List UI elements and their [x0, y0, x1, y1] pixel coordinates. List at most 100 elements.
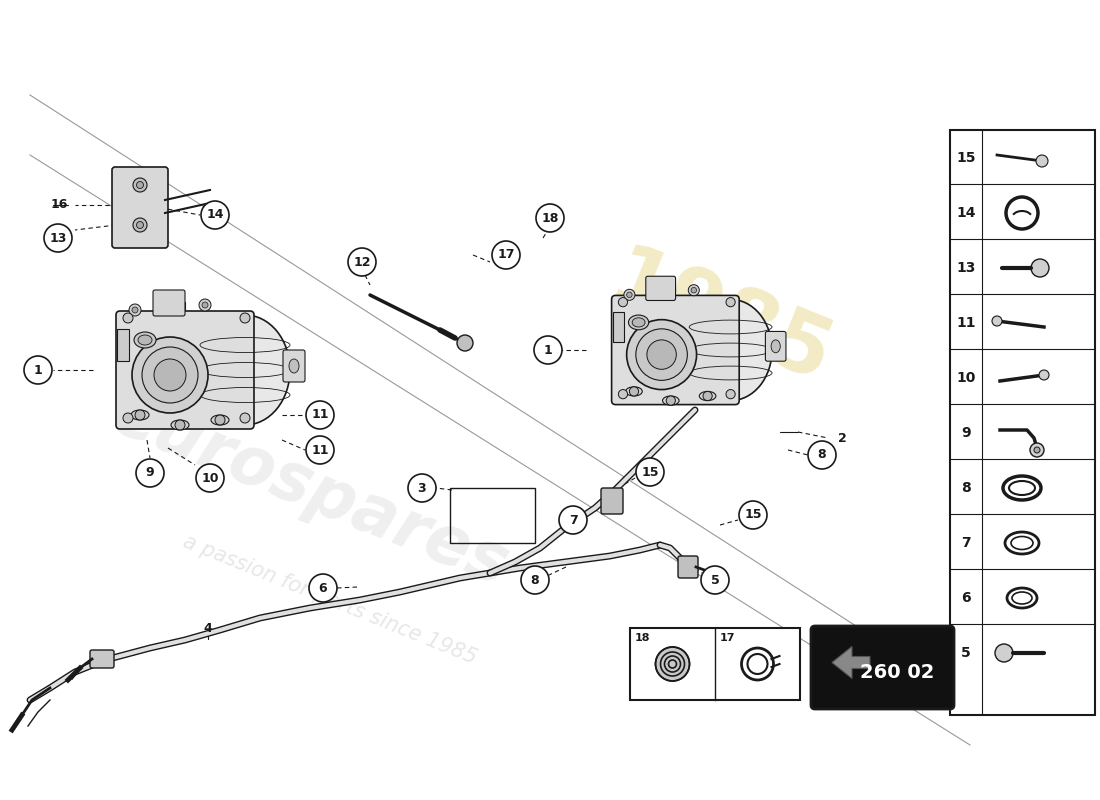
Circle shape — [647, 340, 676, 370]
Text: 6: 6 — [961, 591, 971, 605]
Circle shape — [559, 506, 587, 534]
FancyBboxPatch shape — [117, 329, 129, 361]
Ellipse shape — [628, 315, 649, 330]
Circle shape — [240, 413, 250, 423]
Text: 7: 7 — [961, 536, 971, 550]
FancyBboxPatch shape — [811, 626, 954, 709]
Bar — [630, 628, 800, 700]
Circle shape — [133, 178, 147, 192]
Circle shape — [808, 441, 836, 469]
Circle shape — [627, 292, 632, 298]
Text: 5: 5 — [711, 574, 719, 586]
Circle shape — [521, 566, 549, 594]
Circle shape — [534, 336, 562, 364]
Circle shape — [656, 647, 690, 681]
Text: 5: 5 — [961, 646, 971, 660]
Bar — [450, 488, 535, 543]
Text: a passion for parts since 1985: a passion for parts since 1985 — [180, 532, 480, 668]
FancyBboxPatch shape — [601, 488, 623, 514]
Circle shape — [996, 644, 1013, 662]
FancyBboxPatch shape — [613, 312, 624, 342]
FancyBboxPatch shape — [646, 276, 675, 301]
Circle shape — [618, 390, 628, 398]
FancyBboxPatch shape — [283, 350, 305, 382]
Text: 1: 1 — [543, 343, 552, 357]
Text: 18: 18 — [635, 633, 650, 643]
Text: 1985: 1985 — [597, 239, 843, 401]
Ellipse shape — [289, 359, 299, 373]
Circle shape — [992, 316, 1002, 326]
Circle shape — [667, 396, 675, 406]
Ellipse shape — [632, 318, 645, 327]
Text: 16: 16 — [51, 198, 68, 211]
Circle shape — [1040, 370, 1049, 380]
Ellipse shape — [662, 396, 679, 406]
Circle shape — [306, 436, 334, 464]
Circle shape — [44, 224, 72, 252]
Text: 10: 10 — [956, 371, 976, 385]
Text: 11: 11 — [956, 316, 976, 330]
Text: 9: 9 — [961, 426, 971, 440]
FancyBboxPatch shape — [112, 167, 168, 248]
FancyBboxPatch shape — [90, 650, 114, 668]
Text: 4: 4 — [204, 622, 212, 634]
FancyBboxPatch shape — [153, 290, 185, 316]
FancyBboxPatch shape — [678, 556, 698, 578]
Text: 15: 15 — [745, 509, 761, 522]
Text: 2: 2 — [838, 431, 847, 445]
Ellipse shape — [134, 332, 156, 348]
Circle shape — [629, 386, 639, 396]
Circle shape — [536, 204, 564, 232]
Text: 6: 6 — [319, 582, 328, 594]
Text: 3: 3 — [418, 482, 427, 494]
Circle shape — [636, 458, 664, 486]
Ellipse shape — [690, 299, 772, 401]
Text: 10: 10 — [201, 471, 219, 485]
Ellipse shape — [131, 410, 149, 420]
Text: eurospares: eurospares — [102, 381, 518, 599]
Text: 15: 15 — [641, 466, 659, 478]
Circle shape — [348, 248, 376, 276]
Circle shape — [132, 337, 208, 413]
Circle shape — [726, 390, 735, 398]
Text: 9: 9 — [145, 466, 154, 479]
Circle shape — [135, 410, 145, 420]
Text: 8: 8 — [961, 481, 971, 495]
Bar — [950, 130, 1094, 715]
Circle shape — [136, 182, 143, 189]
Circle shape — [214, 415, 225, 425]
Circle shape — [408, 474, 436, 502]
Text: 260 02: 260 02 — [860, 663, 935, 682]
Circle shape — [132, 307, 138, 313]
Circle shape — [1030, 443, 1044, 457]
Circle shape — [701, 566, 729, 594]
Circle shape — [689, 285, 700, 296]
Text: 11: 11 — [311, 443, 329, 457]
Text: 1: 1 — [34, 363, 43, 377]
Circle shape — [201, 201, 229, 229]
Text: 13: 13 — [50, 231, 67, 245]
Ellipse shape — [700, 391, 716, 401]
Circle shape — [739, 501, 767, 529]
Circle shape — [726, 298, 735, 306]
Text: 15: 15 — [956, 151, 976, 165]
Text: 17: 17 — [720, 633, 736, 643]
Circle shape — [636, 329, 688, 380]
Circle shape — [136, 459, 164, 487]
Circle shape — [306, 401, 334, 429]
Ellipse shape — [626, 386, 642, 396]
Circle shape — [133, 218, 147, 232]
Ellipse shape — [200, 315, 290, 425]
Circle shape — [136, 222, 143, 229]
Circle shape — [196, 464, 224, 492]
Circle shape — [154, 359, 186, 391]
Circle shape — [240, 313, 250, 323]
Ellipse shape — [138, 335, 152, 345]
Text: 7: 7 — [569, 514, 578, 526]
Circle shape — [142, 347, 198, 403]
Circle shape — [123, 313, 133, 323]
Circle shape — [456, 335, 473, 351]
Circle shape — [129, 304, 141, 316]
FancyBboxPatch shape — [766, 331, 786, 362]
Circle shape — [24, 356, 52, 384]
